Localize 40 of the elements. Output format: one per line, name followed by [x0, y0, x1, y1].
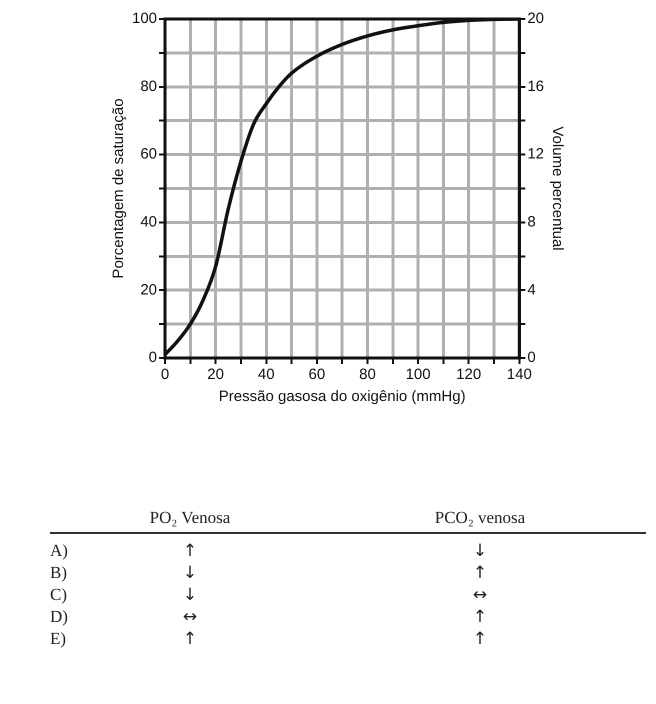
text: B): [50, 562, 68, 584]
y2-tick-label: 16: [527, 78, 544, 95]
y2-tick-label: 4: [527, 281, 536, 298]
text: ↓: [182, 562, 198, 584]
y2-tick-label: 8: [527, 214, 536, 231]
text: ↑: [182, 540, 198, 562]
text: ↓: [182, 584, 198, 606]
text: ↔: [472, 584, 488, 606]
x-axis-title: Pressão gasosa do oxigênio (mmHg): [218, 388, 466, 406]
y-tick-label: 60: [140, 146, 158, 163]
y2-tick-label: 12: [527, 146, 544, 163]
x-tick-label: 60: [308, 366, 326, 384]
text: ↑: [472, 562, 488, 584]
y2-tick-label: 20: [527, 10, 544, 28]
x-tick-label: 20: [207, 366, 224, 384]
y2-axis-title: Volume percentual: [548, 126, 566, 251]
x-tick-label: 40: [258, 366, 275, 384]
y-tick-label: 0: [148, 349, 158, 366]
y2-tick-label: 0: [527, 349, 536, 366]
x-tick-label: 80: [359, 366, 376, 384]
text: D): [50, 606, 69, 628]
text: ↓: [472, 540, 488, 562]
x-tick-label: 0: [160, 366, 170, 384]
text: ↑: [472, 628, 488, 650]
text: A): [50, 540, 69, 562]
text: PCO₂ venosa: [434, 508, 526, 528]
text: ↔: [182, 606, 198, 628]
x-tick-label: 120: [456, 366, 482, 384]
text: ↑: [182, 628, 198, 650]
text: C): [50, 584, 68, 606]
y-tick-label: 80: [140, 78, 158, 95]
y-tick-label: 100: [132, 10, 158, 28]
text: E): [50, 628, 68, 650]
x-tick-label: 140: [506, 366, 532, 384]
y-tick-label: 20: [140, 281, 158, 298]
y-tick-label: 40: [140, 214, 158, 231]
text: ↑: [472, 606, 488, 628]
y-axis-title: Porcentagem de saturação: [110, 98, 128, 279]
x-tick-label: 100: [406, 366, 431, 384]
text: PO₂ Venosa: [148, 508, 232, 528]
